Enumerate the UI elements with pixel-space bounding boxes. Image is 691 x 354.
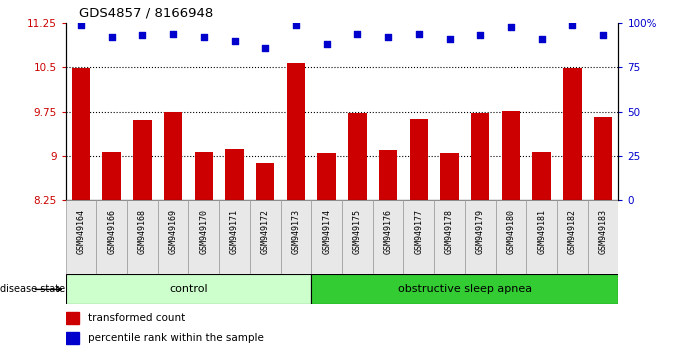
Bar — [434, 200, 465, 274]
Point — [229, 38, 240, 44]
Text: control: control — [169, 284, 208, 295]
Point — [505, 24, 516, 29]
Bar — [588, 200, 618, 274]
Text: GSM949179: GSM949179 — [475, 209, 485, 254]
Bar — [533, 152, 551, 200]
Point — [260, 45, 271, 51]
Text: GSM949164: GSM949164 — [77, 209, 86, 254]
Bar — [440, 153, 459, 200]
Bar — [342, 200, 372, 274]
Bar — [66, 200, 96, 274]
Bar — [594, 118, 612, 200]
Bar — [312, 200, 342, 274]
Text: GSM949170: GSM949170 — [199, 209, 209, 254]
Text: GSM949183: GSM949183 — [598, 209, 607, 254]
Text: GSM949180: GSM949180 — [507, 209, 515, 254]
Text: percentile rank within the sample: percentile rank within the sample — [88, 333, 264, 343]
Point — [106, 34, 117, 40]
Point — [168, 31, 179, 36]
Bar — [287, 63, 305, 200]
Bar — [502, 111, 520, 200]
Bar — [66, 332, 79, 343]
Bar — [471, 113, 489, 200]
Bar — [195, 152, 213, 200]
Text: GDS4857 / 8166948: GDS4857 / 8166948 — [79, 6, 214, 19]
Bar — [127, 200, 158, 274]
Bar — [465, 200, 495, 274]
Bar — [563, 68, 582, 200]
Point — [383, 34, 394, 40]
Text: GSM949173: GSM949173 — [292, 209, 301, 254]
Bar — [256, 164, 274, 200]
Point — [475, 33, 486, 38]
Bar — [250, 200, 281, 274]
Text: GSM949171: GSM949171 — [230, 209, 239, 254]
Point — [321, 41, 332, 47]
Point — [567, 22, 578, 28]
Text: GSM949168: GSM949168 — [138, 209, 147, 254]
Bar — [72, 68, 91, 200]
Bar — [312, 274, 618, 304]
Bar — [404, 200, 434, 274]
Text: GSM949182: GSM949182 — [568, 209, 577, 254]
Bar — [164, 112, 182, 200]
Text: GSM949176: GSM949176 — [384, 209, 392, 254]
Text: transformed count: transformed count — [88, 313, 185, 323]
Point — [75, 22, 86, 28]
Text: obstructive sleep apnea: obstructive sleep apnea — [398, 284, 532, 295]
Bar — [189, 200, 219, 274]
Point — [413, 31, 424, 36]
Point — [198, 34, 209, 40]
Bar — [66, 274, 312, 304]
Text: GSM949175: GSM949175 — [353, 209, 362, 254]
Point — [444, 36, 455, 42]
Text: GSM949174: GSM949174 — [322, 209, 331, 254]
Bar — [495, 200, 527, 274]
Point — [352, 31, 363, 36]
Text: GSM949172: GSM949172 — [261, 209, 269, 254]
Bar — [66, 313, 79, 324]
Bar — [158, 200, 189, 274]
Bar — [317, 153, 336, 200]
Text: disease state: disease state — [0, 284, 65, 295]
Bar — [527, 200, 557, 274]
Text: GSM949169: GSM949169 — [169, 209, 178, 254]
Bar — [379, 150, 397, 200]
Bar — [372, 200, 404, 274]
Bar — [225, 149, 244, 200]
Point — [598, 33, 609, 38]
Point — [290, 22, 301, 28]
Text: GSM949178: GSM949178 — [445, 209, 454, 254]
Bar — [133, 120, 151, 200]
Text: GSM949181: GSM949181 — [537, 209, 546, 254]
Point — [137, 33, 148, 38]
Text: GSM949177: GSM949177 — [415, 209, 424, 254]
Point — [536, 36, 547, 42]
Bar — [410, 119, 428, 200]
Bar — [348, 113, 367, 200]
Bar — [219, 200, 250, 274]
Text: GSM949166: GSM949166 — [107, 209, 116, 254]
Bar — [557, 200, 588, 274]
Bar — [96, 200, 127, 274]
Bar — [102, 152, 121, 200]
Bar — [281, 200, 312, 274]
